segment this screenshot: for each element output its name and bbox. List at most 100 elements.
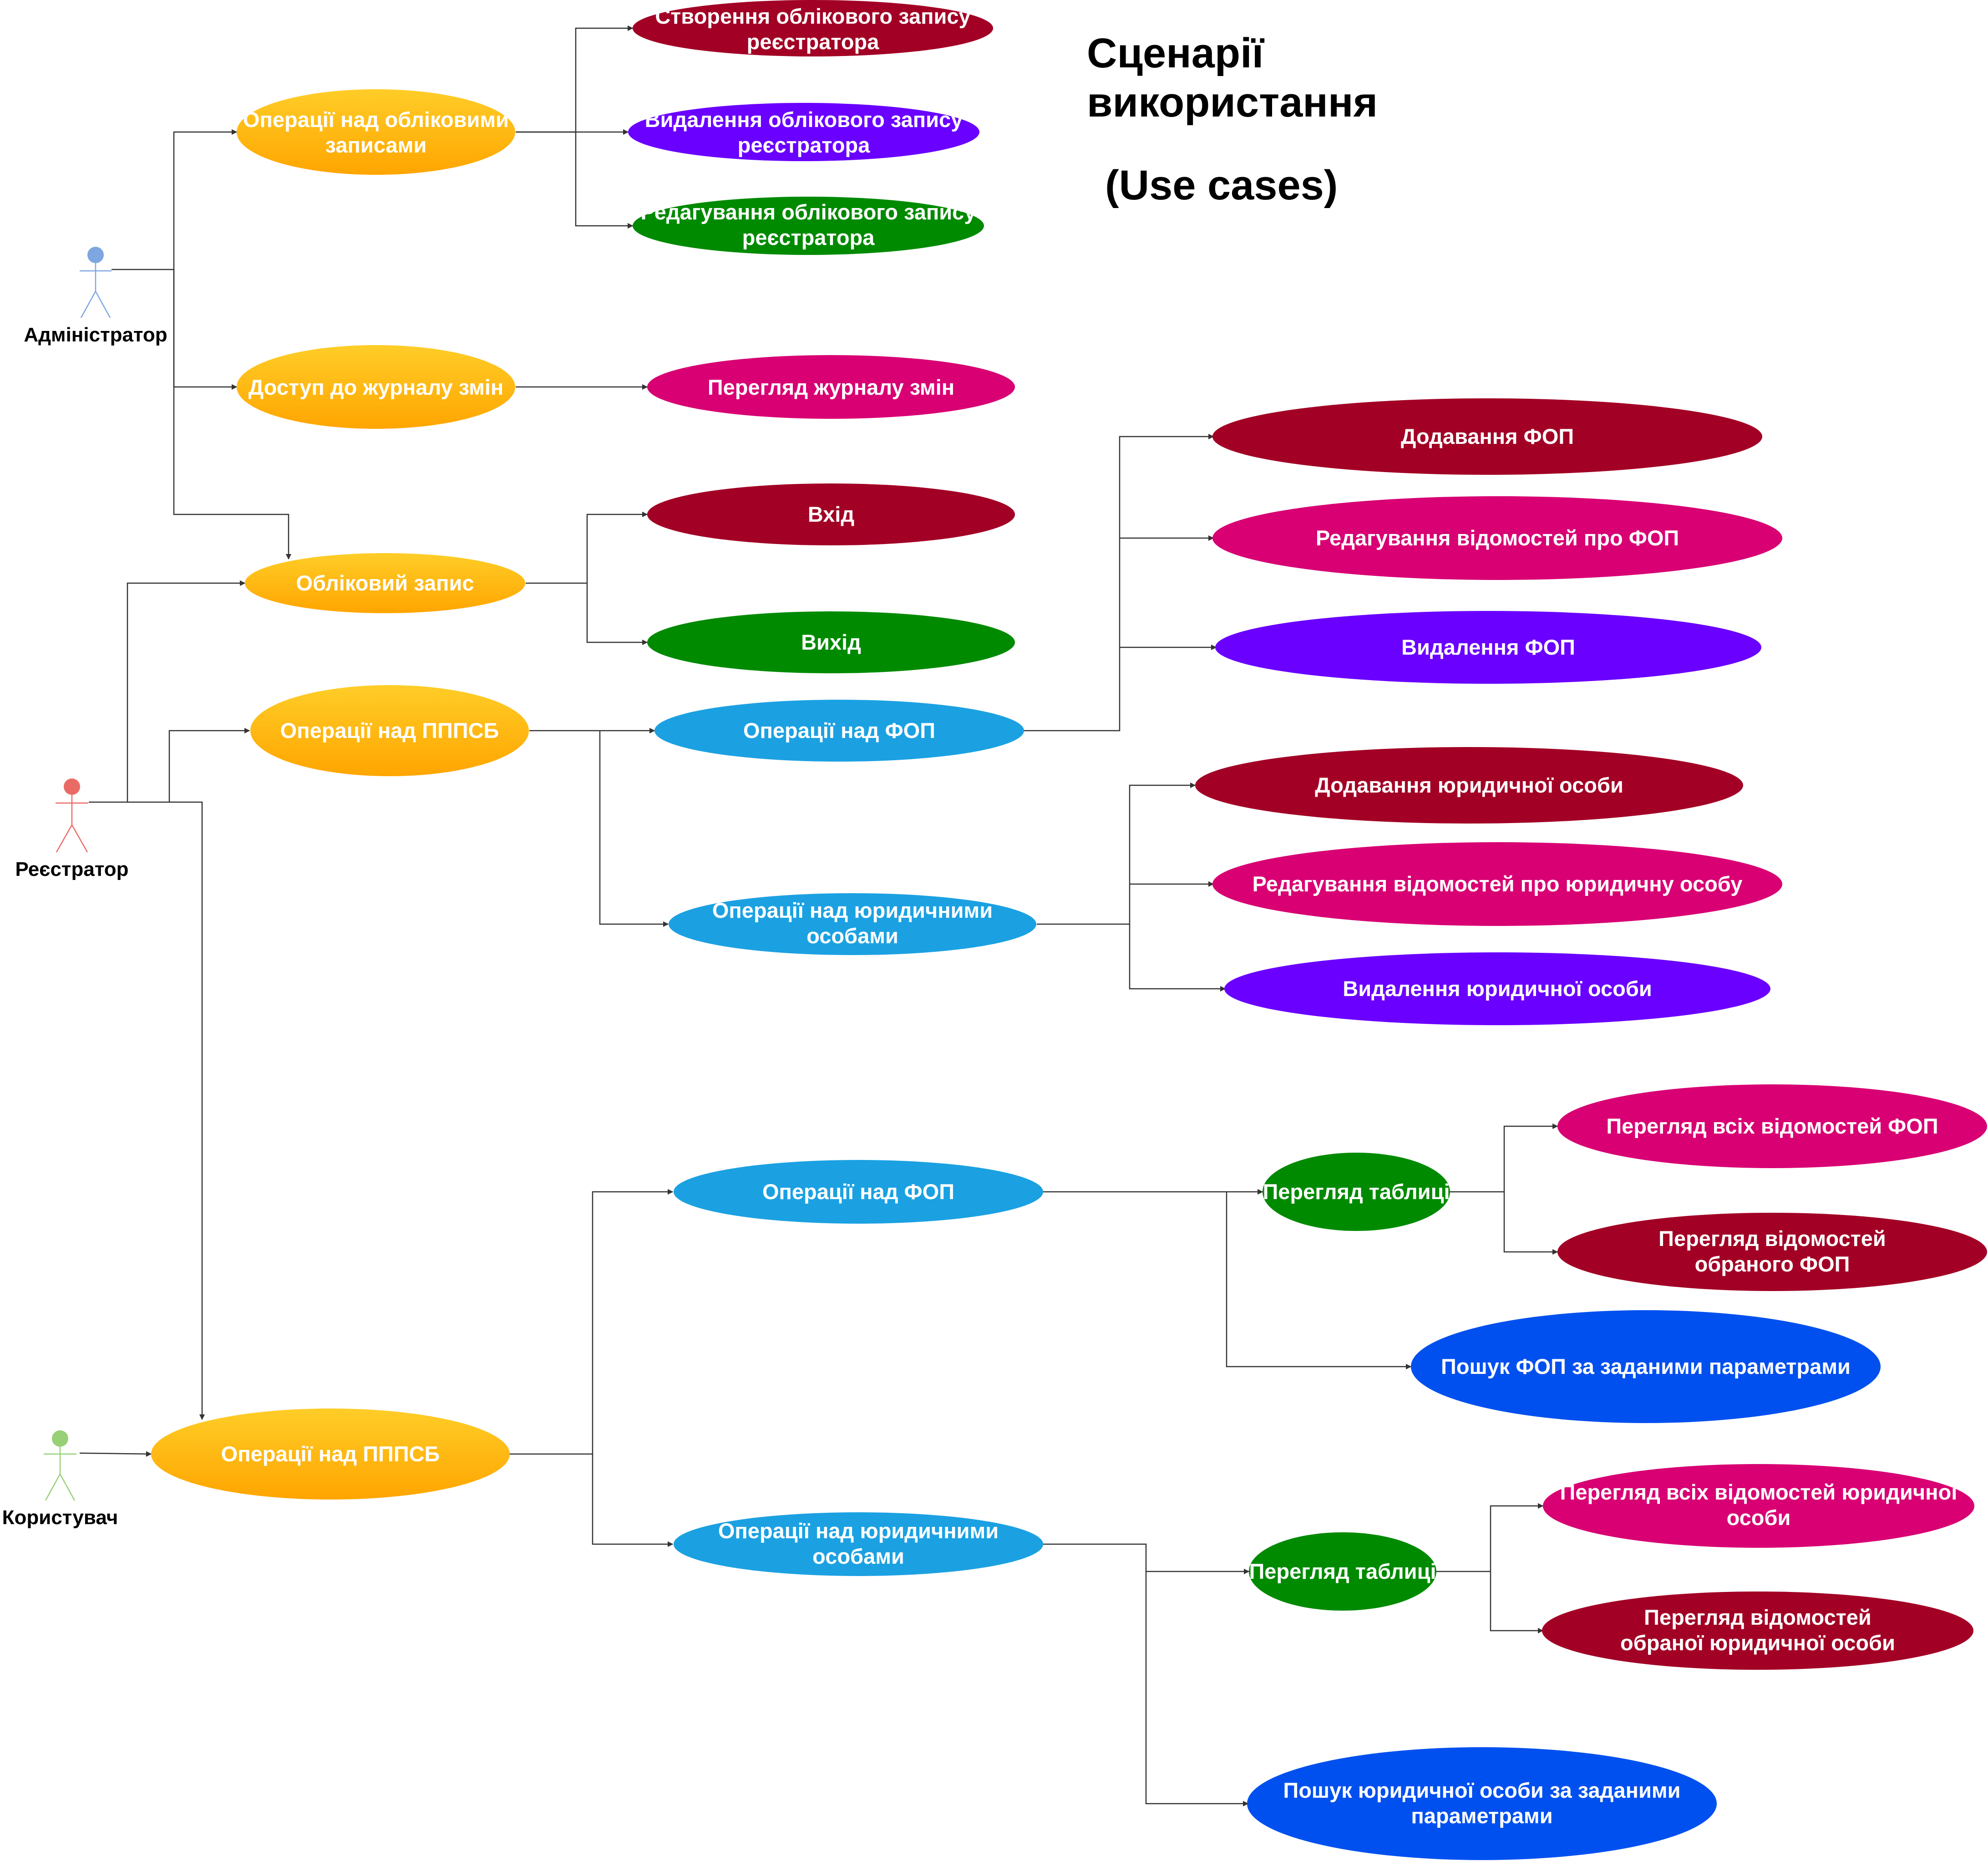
svg-text:Перегляд журналу змін: Перегляд журналу змін [708, 375, 954, 399]
use-case-add-fop: Додавання ФОП [1212, 398, 1762, 475]
use-case-create-registrar-account: Створення облікового запису реєстратора [633, 0, 993, 56]
svg-text:Пошук юридичної особи за задан: Пошук юридичної особи за заданими парамет… [1283, 1778, 1680, 1828]
connector-admin-account-ops [112, 129, 238, 270]
actor-registrar-head [64, 778, 80, 795]
actor-admin-head [87, 247, 104, 263]
connector-user-pppsb-legal [592, 1454, 674, 1547]
connector-account-ops-create [516, 25, 634, 133]
use-case-account: Обліковий запис [245, 553, 525, 613]
svg-text:Редагування відомостей про ФОП: Редагування відомостей про ФОП [1316, 526, 1679, 550]
actor-user: Користувач [2, 1430, 118, 1529]
connector-admin-account [173, 269, 292, 560]
svg-text:Операції над ФОП: Операції над ФОП [743, 718, 935, 742]
use-case-view-selected-fop: Перегляд відомостей обраного ФОП [1557, 1213, 1987, 1291]
connector-registrar-account [89, 580, 246, 803]
use-case-user-pppsb-ops: Операції над ПППСБ [151, 1408, 510, 1500]
svg-text:Обліковий запис: Обліковий запис [296, 571, 474, 595]
use-case-delete-fop: Видалення ФОП [1215, 611, 1761, 684]
use-case-logout: Вихід [647, 611, 1015, 673]
use-case-legal-table-view: Перегляд таблиці [1249, 1532, 1436, 1611]
connector-reg-legal-delete [1129, 924, 1226, 992]
svg-text:Додавання ФОП: Додавання ФОП [1401, 424, 1574, 448]
connector-user-legal-table [1042, 1543, 1250, 1575]
svg-text:Перегляд таблиці: Перегляд таблиці [1263, 1180, 1450, 1204]
connector-registrar-user-pppsb [169, 801, 205, 1420]
connector-user-legal-search [1145, 1571, 1249, 1807]
use-case-search-fop: Пошук ФОП за заданими параметрами [1411, 1310, 1881, 1423]
use-case-view-selected-legal: Перегляд відомостей обраної юридичної осо… [1542, 1592, 1973, 1670]
use-case-edit-fop: Редагування відомостей про ФОП [1212, 496, 1782, 580]
use-case-reg-pppsb-ops: Операції над ПППСБ [250, 685, 529, 776]
connector-reg-legal-add [1037, 782, 1196, 925]
use-case-delete-legal: Видалення юридичної особи [1224, 952, 1770, 1025]
svg-text:Видалення юридичної особи: Видалення юридичної особи [1343, 976, 1652, 1001]
use-case-search-legal: Пошук юридичної особи за заданими парамет… [1247, 1747, 1717, 1860]
connector-user-fop-search [1226, 1192, 1412, 1370]
connector-reg-pppsb-legal [599, 731, 669, 927]
connector-fop-table-view-all [1450, 1123, 1558, 1193]
svg-text:Вихід: Вихід [801, 630, 861, 654]
svg-text:Додавання юридичної особи: Додавання юридичної особи [1315, 773, 1623, 797]
use-case-view-all-fop: Перегляд всіх відомостей ФОП [1557, 1084, 1987, 1168]
use-case-edit-registrar-account: Редагування облікового запису реєстратора [633, 197, 984, 255]
svg-text:Пошук ФОП за заданими параметр: Пошук ФОП за заданими параметрами [1441, 1354, 1851, 1378]
svg-text:Операції над ПППСБ: Операції над ПППСБ [280, 718, 499, 742]
svg-text:Редагування відомостей про юри: Редагування відомостей про юридичну особ… [1253, 872, 1743, 896]
actor-admin: Адміністратор [24, 247, 167, 346]
connector-admin-changelog [173, 269, 238, 390]
use-case-delete-registrar-account: Видалення облікового запису реєстратора [628, 103, 979, 161]
connector-reg-fop-add [1024, 433, 1214, 732]
title-line-3: (Use cases) [1105, 162, 1338, 208]
use-case-user-legal-ops: Операції над юридичними особами [674, 1512, 1043, 1576]
actor-registrar-body [56, 795, 88, 853]
actor-user-label: Користувач [2, 1506, 118, 1529]
use-case-edit-legal: Редагування відомостей про юридичну особ… [1212, 842, 1782, 926]
actor-registrar-label: Реєстратор [15, 858, 128, 880]
actor-user-body [44, 1447, 76, 1501]
title-line-1: Сценарії [1087, 30, 1265, 76]
connector-account-logout [586, 583, 648, 646]
use-case-login: Вхід [647, 483, 1015, 545]
connector-legal-table-view-all [1436, 1503, 1544, 1572]
connector-user-pppsb [79, 1451, 152, 1457]
diagram-title: Сценарії використання (Use cases) [1087, 30, 1378, 208]
use-case-reg-fop-ops: Операції над ФОП [654, 700, 1024, 762]
connector-account-login [526, 511, 648, 584]
svg-text:Доступ до журналу змін: Доступ до журналу змін [248, 375, 504, 399]
connector-user-pppsb-fop [510, 1189, 674, 1455]
svg-text:Вхід: Вхід [808, 502, 854, 526]
svg-text:Перегляд всіх відомостей юриди: Перегляд всіх відомостей юридичної особи [1560, 1480, 1958, 1530]
use-case-admin-account-ops: Операції над обліковими записами [237, 89, 515, 175]
connectors [79, 25, 1558, 1807]
use-case-view-all-legal: Перегляд всіх відомостей юридичної особи [1543, 1464, 1974, 1548]
svg-text:Перегляд всіх відомостей ФОП: Перегляд всіх відомостей ФОП [1606, 1114, 1938, 1138]
use-case-user-fop-ops: Операції над ФОП [674, 1160, 1043, 1224]
use-case-add-legal: Додавання юридичної особи [1195, 747, 1743, 824]
actor-user-head [52, 1430, 68, 1447]
connector-legal-table-view-selected [1490, 1571, 1544, 1634]
use-case-view-changelog: Перегляд журналу змін [647, 355, 1015, 419]
svg-text:Перегляд таблиці: Перегляд таблиці [1249, 1559, 1436, 1583]
svg-text:Операції над ФОП: Операції над ФОП [762, 1180, 954, 1204]
connector-fop-table-view-selected [1503, 1192, 1558, 1255]
svg-text:Видалення ФОП: Видалення ФОП [1401, 635, 1575, 659]
actor-admin-body [80, 263, 112, 318]
use-case-reg-legal-ops: Операції над юридичними особами [669, 893, 1036, 955]
actor-admin-label: Адміністратор [24, 324, 167, 346]
connector-account-ops-edit [575, 132, 634, 229]
svg-text:Операції над ПППСБ: Операції над ПППСБ [221, 1442, 440, 1466]
use-case-fop-table-view: Перегляд таблиці [1263, 1153, 1450, 1231]
actor-registrar: Реєстратор [15, 778, 129, 880]
title-line-2: використання [1087, 79, 1378, 126]
use-case-changelog-access: Доступ до журналу змін [237, 345, 515, 429]
connector-registrar-pppsb [127, 727, 250, 803]
